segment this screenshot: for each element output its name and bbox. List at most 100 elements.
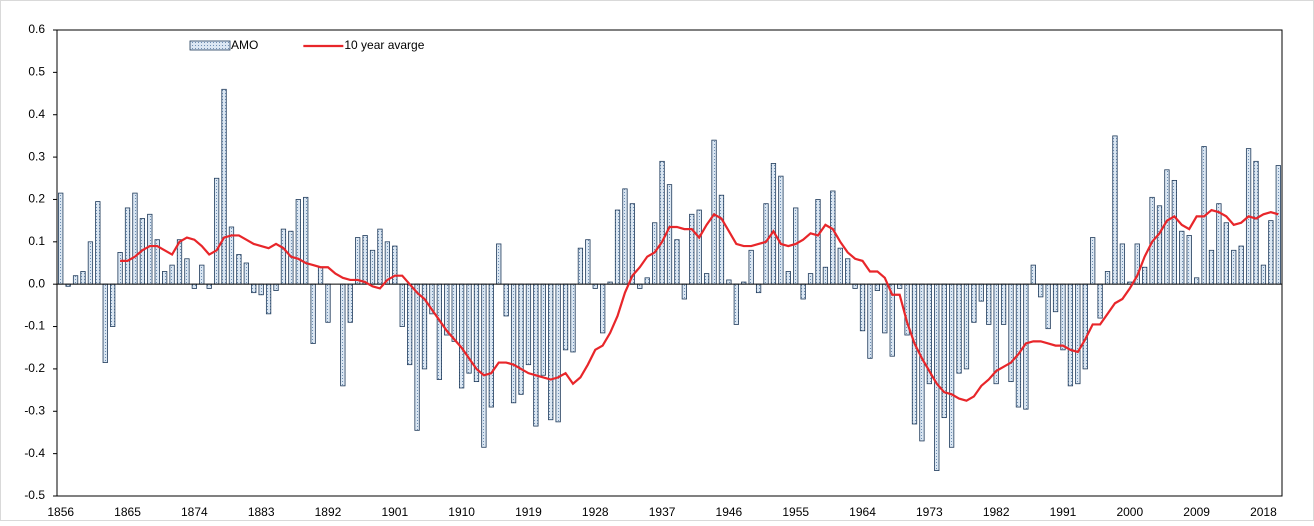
bar [548,283,554,421]
bar [629,203,636,285]
bar [518,283,524,395]
bar [644,277,650,285]
bar [525,283,532,366]
bar [87,241,94,285]
bar [258,283,264,296]
bar [1104,271,1111,285]
bar [718,194,725,285]
bar [407,283,413,366]
bar [830,190,836,285]
bar [1067,283,1074,387]
bar [577,247,584,285]
bar [1045,283,1051,330]
bar [1030,264,1036,285]
bar [1008,283,1014,383]
bar [993,283,999,385]
bar [317,266,324,285]
bar [711,139,717,285]
bar [310,283,316,344]
bar [681,283,687,300]
bar [689,213,695,285]
bar [72,275,79,285]
bar [726,279,732,285]
bar [488,283,494,408]
bar [213,177,220,285]
x-tick-label: 1973 [916,505,943,519]
bar [1097,283,1103,319]
y-tick-label: 0.1 [28,234,45,248]
bar [956,283,962,374]
y-tick-label: 0.4 [28,107,45,121]
bar [221,88,227,285]
bar [941,283,947,419]
bar [1060,283,1066,351]
x-tick-label: 1964 [849,505,876,519]
bar [117,252,123,285]
x-tick-label: 1910 [448,505,475,519]
bar [1186,235,1192,285]
bar [1231,249,1237,285]
bar [347,283,353,323]
y-tick-label: -0.3 [24,403,45,417]
bar [1171,179,1177,285]
bar [637,283,643,289]
bar [963,283,970,370]
bar [911,283,918,425]
y-tick-label: 0.5 [28,65,45,79]
x-tick-label: 1955 [782,505,809,519]
bar [703,273,710,285]
bar [733,283,739,325]
bar [622,188,628,285]
bar [934,283,940,471]
bar [867,283,873,359]
bar [852,283,858,289]
bar [1208,249,1215,285]
y-tick-label: 0.3 [28,149,45,163]
bar [280,228,287,285]
bar [369,249,376,285]
y-tick-label: -0.2 [24,361,45,375]
bar [1075,283,1081,385]
bar [265,283,272,315]
x-tick-label: 2009 [1183,505,1210,519]
bar [770,163,777,285]
bar [1015,283,1022,408]
bar [778,175,784,285]
bar [666,184,673,285]
x-tick-label: 1856 [47,505,74,519]
bar [1052,283,1059,313]
bar [458,283,465,389]
bar [169,264,175,285]
bar [748,249,754,285]
bar [110,283,116,327]
x-tick-label: 1937 [649,505,676,519]
bar [1216,203,1222,285]
bar [392,245,398,285]
x-tick-label: 2000 [1116,505,1143,519]
bar [58,192,64,285]
x-tick-label: 1865 [114,505,141,519]
bar [555,283,561,423]
bar [592,283,598,289]
y-tick-label: 0.6 [28,22,45,36]
bar [1275,165,1281,285]
x-tick-label: 1991 [1050,505,1077,519]
bar [303,196,309,285]
bar [325,283,331,323]
bar [295,199,301,285]
bar [659,160,665,285]
bar [1090,237,1096,285]
bar [273,283,279,291]
bar [206,283,212,289]
bar [763,203,769,285]
bar [436,283,442,380]
bar [199,264,205,285]
bar [1112,135,1118,285]
x-tick-label: 1928 [582,505,609,519]
bar [377,228,383,285]
bar [1142,266,1148,285]
x-tick-label: 1874 [181,505,208,519]
bar [355,237,361,285]
bar [399,283,405,327]
